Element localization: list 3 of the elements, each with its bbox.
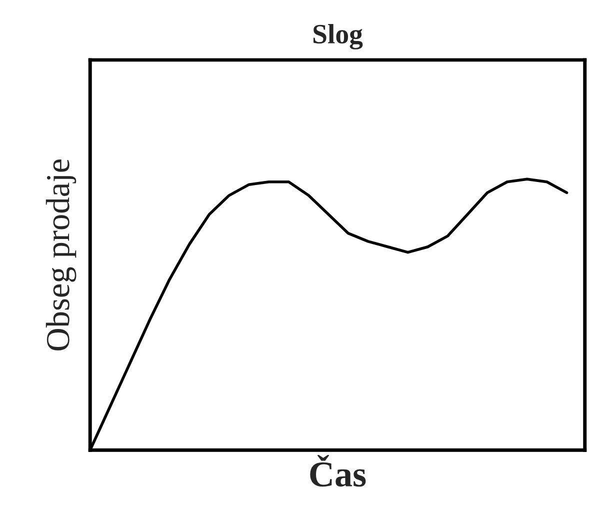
chart-title: Slog xyxy=(314,24,363,50)
y-axis-title: Obseg prodaje xyxy=(46,159,76,350)
x-axis-title: Čas xyxy=(310,455,366,487)
